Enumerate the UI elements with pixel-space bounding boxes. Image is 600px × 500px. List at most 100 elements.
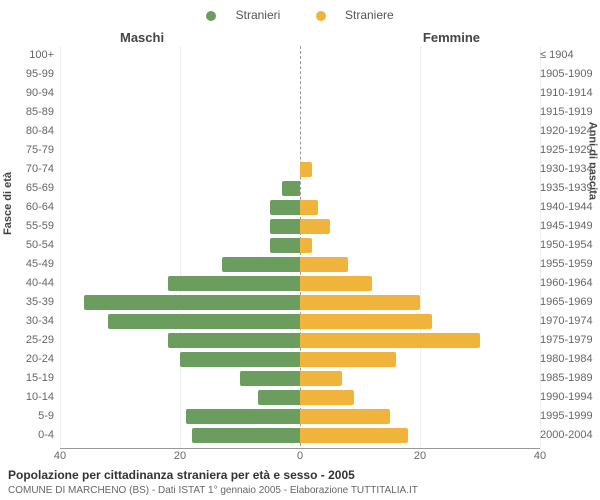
age-label: 60-64	[4, 201, 54, 213]
age-row: 15-191985-1989	[60, 369, 540, 388]
birth-year-label: 1950-1954	[540, 239, 596, 251]
birth-year-label: 1920-1924	[540, 125, 596, 137]
birth-year-label: 1905-1909	[540, 68, 596, 80]
plot-area: 100+≤ 190495-991905-190990-941910-191485…	[60, 46, 540, 446]
legend-item-female: Straniere	[308, 8, 402, 22]
age-label: 25-29	[4, 334, 54, 346]
birth-year-label: 1960-1964	[540, 277, 596, 289]
legend: Stranieri Straniere	[0, 8, 600, 22]
age-label: 0-4	[4, 429, 54, 441]
age-row: 40-441960-1964	[60, 274, 540, 293]
age-row: 30-341970-1974	[60, 312, 540, 331]
age-label: 15-19	[4, 372, 54, 384]
bar-male	[270, 219, 300, 234]
age-row: 60-641940-1944	[60, 198, 540, 217]
birth-year-label: 1965-1969	[540, 296, 596, 308]
age-label: 10-14	[4, 391, 54, 403]
bar-male	[180, 352, 300, 367]
bar-female	[300, 409, 390, 424]
bar-male	[270, 200, 300, 215]
birth-year-label: 1995-1999	[540, 410, 596, 422]
age-row: 55-591945-1949	[60, 217, 540, 236]
column-title-left: Maschi	[120, 30, 164, 45]
age-label: 35-39	[4, 296, 54, 308]
age-label: 100+	[4, 49, 54, 61]
bar-male	[192, 428, 300, 443]
birth-year-label: 1940-1944	[540, 201, 596, 213]
age-row: 90-941910-1914	[60, 84, 540, 103]
birth-year-label: 1910-1914	[540, 87, 596, 99]
birth-year-label: 1935-1939	[540, 182, 596, 194]
age-label: 75-79	[4, 144, 54, 156]
age-label: 85-89	[4, 106, 54, 118]
age-row: 25-291975-1979	[60, 331, 540, 350]
age-row: 95-991905-1909	[60, 65, 540, 84]
bar-male	[240, 371, 300, 386]
column-title-right: Femmine	[423, 30, 480, 45]
bar-female	[300, 162, 312, 177]
age-row: 0-42000-2004	[60, 426, 540, 445]
birth-year-label: 1970-1974	[540, 315, 596, 327]
bar-male	[168, 276, 300, 291]
bar-male	[282, 181, 300, 196]
birth-year-label: 1975-1979	[540, 334, 596, 346]
birth-year-label: 1930-1934	[540, 163, 596, 175]
bar-female	[300, 276, 372, 291]
swatch-male	[206, 11, 216, 21]
bar-female	[300, 390, 354, 405]
age-row: 10-141990-1994	[60, 388, 540, 407]
bar-female	[300, 333, 480, 348]
legend-label-male: Stranieri	[236, 8, 281, 22]
bar-male	[222, 257, 300, 272]
birth-year-label: 1990-1994	[540, 391, 596, 403]
age-label: 65-69	[4, 182, 54, 194]
age-label: 40-44	[4, 277, 54, 289]
bar-male	[258, 390, 300, 405]
age-row: 85-891915-1919	[60, 103, 540, 122]
x-tick-label: 20	[414, 450, 426, 462]
bar-female	[300, 219, 330, 234]
age-row: 20-241980-1984	[60, 350, 540, 369]
swatch-female	[316, 11, 326, 21]
bar-female	[300, 295, 420, 310]
age-row: 80-841920-1924	[60, 122, 540, 141]
legend-label-female: Straniere	[345, 8, 394, 22]
age-row: 50-541950-1954	[60, 236, 540, 255]
age-label: 5-9	[4, 410, 54, 422]
bar-female	[300, 428, 408, 443]
x-tick-label: 0	[297, 450, 303, 462]
bar-male	[108, 314, 300, 329]
population-pyramid-chart: Stranieri Straniere Maschi Femmine Fasce…	[0, 0, 600, 500]
birth-year-label: 1955-1959	[540, 258, 596, 270]
age-row: 100+≤ 1904	[60, 46, 540, 65]
birth-year-label: 1915-1919	[540, 106, 596, 118]
age-label: 55-59	[4, 220, 54, 232]
birth-year-label: ≤ 1904	[540, 49, 596, 61]
birth-year-label: 1985-1989	[540, 372, 596, 384]
bar-female	[300, 257, 348, 272]
bar-female	[300, 352, 396, 367]
legend-item-male: Stranieri	[198, 8, 288, 22]
age-row: 45-491955-1959	[60, 255, 540, 274]
bar-female	[300, 371, 342, 386]
age-label: 70-74	[4, 163, 54, 175]
bar-male	[270, 238, 300, 253]
chart-title: Popolazione per cittadinanza straniera p…	[8, 468, 355, 482]
age-row: 5-91995-1999	[60, 407, 540, 426]
x-tick-label: 40	[534, 450, 546, 462]
age-label: 20-24	[4, 353, 54, 365]
age-row: 65-691935-1939	[60, 179, 540, 198]
bar-female	[300, 200, 318, 215]
chart-subtitle: COMUNE DI MARCHENO (BS) - Dati ISTAT 1° …	[8, 485, 418, 496]
bar-female	[300, 314, 432, 329]
bar-male	[168, 333, 300, 348]
age-label: 45-49	[4, 258, 54, 270]
age-row: 35-391965-1969	[60, 293, 540, 312]
age-row: 75-791925-1929	[60, 141, 540, 160]
bar-female	[300, 238, 312, 253]
age-label: 50-54	[4, 239, 54, 251]
x-tick-label: 20	[174, 450, 186, 462]
x-tick-label: 40	[54, 450, 66, 462]
age-row: 70-741930-1934	[60, 160, 540, 179]
bar-male	[186, 409, 300, 424]
